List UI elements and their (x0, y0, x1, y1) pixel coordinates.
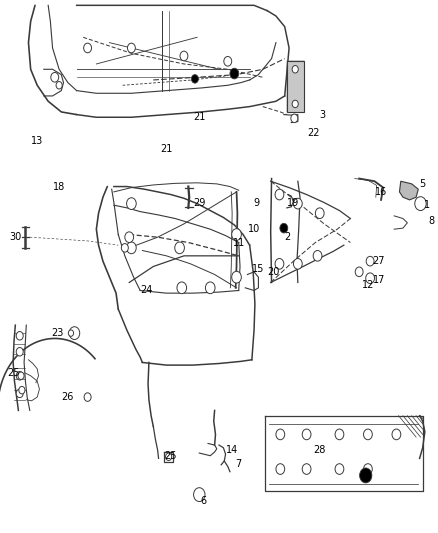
Text: 23: 23 (51, 328, 63, 338)
Circle shape (366, 273, 374, 284)
Circle shape (177, 282, 187, 294)
Circle shape (232, 229, 241, 240)
Circle shape (276, 464, 285, 474)
Circle shape (121, 244, 128, 252)
Circle shape (180, 51, 188, 61)
Text: 26: 26 (62, 392, 74, 402)
Text: 9: 9 (253, 198, 259, 207)
Circle shape (280, 223, 288, 233)
Circle shape (232, 271, 241, 283)
Polygon shape (399, 181, 418, 200)
Text: 14: 14 (226, 446, 238, 455)
Text: 17: 17 (373, 275, 385, 285)
Circle shape (18, 372, 24, 379)
Text: 25: 25 (165, 451, 177, 461)
Circle shape (415, 197, 426, 211)
Circle shape (56, 82, 62, 89)
Text: 29: 29 (193, 198, 205, 207)
Circle shape (51, 72, 59, 82)
Circle shape (275, 189, 284, 200)
Circle shape (291, 114, 298, 123)
Circle shape (69, 327, 80, 340)
Circle shape (16, 372, 23, 380)
Circle shape (276, 429, 285, 440)
Circle shape (315, 208, 324, 219)
Text: 16: 16 (375, 187, 387, 197)
Circle shape (84, 393, 91, 401)
Circle shape (360, 468, 372, 483)
Circle shape (16, 348, 23, 356)
Circle shape (293, 259, 302, 269)
Circle shape (19, 386, 25, 394)
Circle shape (302, 429, 311, 440)
Circle shape (205, 282, 215, 294)
Circle shape (166, 453, 172, 461)
Circle shape (194, 488, 205, 502)
Circle shape (335, 429, 344, 440)
Text: 22: 22 (307, 128, 319, 138)
Circle shape (127, 43, 135, 53)
Circle shape (313, 251, 322, 261)
Text: 2: 2 (284, 232, 290, 242)
Circle shape (125, 232, 134, 243)
Text: 21: 21 (160, 144, 173, 154)
Circle shape (292, 100, 298, 108)
Circle shape (292, 66, 298, 73)
Circle shape (175, 242, 184, 254)
Text: 27: 27 (373, 256, 385, 266)
Circle shape (364, 429, 372, 440)
Text: 12: 12 (362, 280, 374, 290)
Text: 10: 10 (248, 224, 260, 234)
Text: 11: 11 (233, 238, 245, 247)
Bar (287, 61, 304, 112)
Circle shape (293, 198, 302, 209)
Circle shape (302, 464, 311, 474)
Circle shape (364, 464, 372, 474)
Text: 21: 21 (193, 112, 205, 122)
Text: 1: 1 (424, 200, 430, 210)
Circle shape (392, 429, 401, 440)
Text: 20: 20 (268, 267, 280, 277)
Circle shape (275, 259, 284, 269)
Text: 8: 8 (428, 216, 434, 226)
Circle shape (16, 389, 23, 398)
Text: 19: 19 (287, 198, 300, 207)
Text: 18: 18 (53, 182, 65, 191)
Text: 7: 7 (236, 459, 242, 469)
Text: 25: 25 (7, 368, 19, 378)
Circle shape (16, 332, 23, 340)
Text: 24: 24 (141, 286, 153, 295)
Circle shape (127, 242, 136, 254)
Circle shape (366, 256, 374, 266)
Circle shape (68, 330, 74, 336)
Circle shape (335, 464, 344, 474)
Text: 15: 15 (252, 264, 265, 274)
Circle shape (127, 198, 136, 209)
Circle shape (355, 267, 363, 277)
Circle shape (224, 56, 232, 66)
Circle shape (84, 43, 92, 53)
Text: 28: 28 (314, 446, 326, 455)
Text: 13: 13 (31, 136, 43, 146)
Text: 3: 3 (319, 110, 325, 119)
Circle shape (191, 75, 198, 83)
Text: 5: 5 (420, 179, 426, 189)
Text: 6: 6 (201, 496, 207, 506)
Circle shape (230, 68, 239, 79)
Text: 30: 30 (9, 232, 21, 242)
